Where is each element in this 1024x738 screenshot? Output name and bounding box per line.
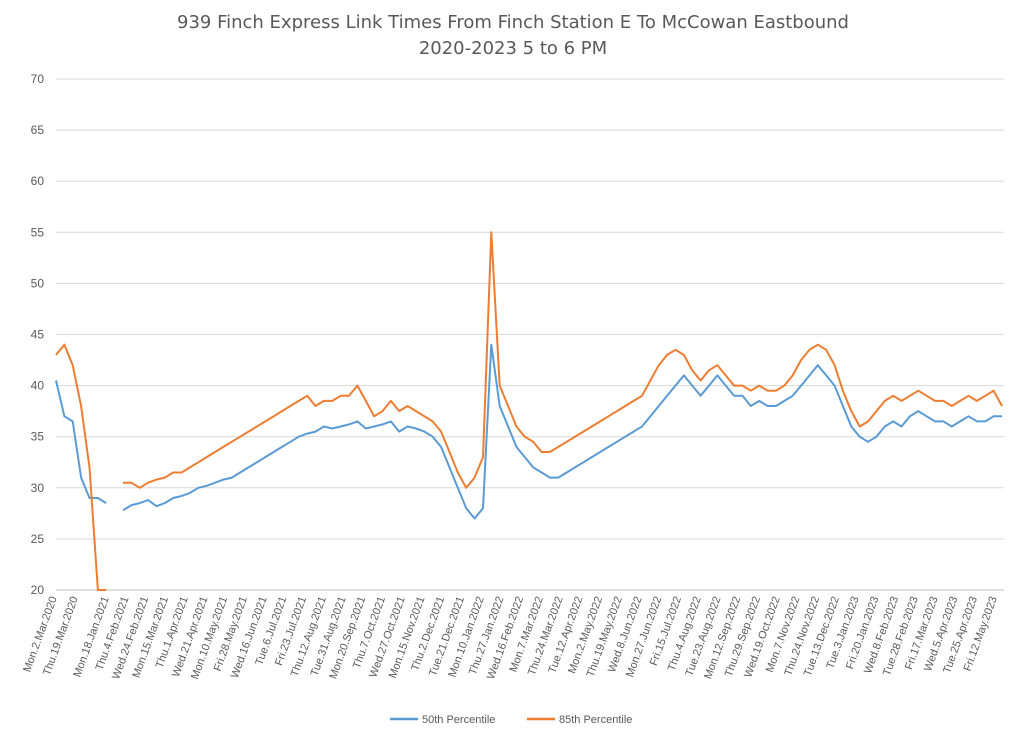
series-line-85th — [55, 231, 1003, 591]
legend-label-50th: 50th Percentile — [422, 714, 495, 726]
y-axis-ticks: 20 25 30 35 40 45 50 55 60 65 70 — [31, 72, 45, 597]
chart-title: 939 Finch Express Link Times From Finch … — [177, 12, 849, 33]
gridlines — [56, 78, 1004, 591]
y-tick-label: 65 — [31, 123, 45, 137]
y-tick-label: 35 — [31, 430, 45, 444]
y-tick-label: 30 — [31, 481, 45, 495]
series-lines — [55, 231, 1003, 591]
y-tick-label: 20 — [31, 583, 45, 597]
chart-subtitle: 2020-2023 5 to 6 PM — [419, 38, 607, 59]
y-tick-label: 55 — [31, 225, 45, 239]
y-tick-label: 60 — [31, 174, 45, 188]
series-line-50th — [55, 343, 1002, 520]
y-tick-label: 25 — [31, 532, 45, 546]
legend-label-85th: 85th Percentile — [559, 714, 632, 726]
y-tick-label: 45 — [31, 328, 45, 342]
legend: 50th Percentile 85th Percentile — [390, 714, 632, 726]
x-axis-ticks: Mon.2.Mar.2020Thu.19.Mar.2020Mon.18.Jan.… — [21, 595, 999, 681]
y-tick-label: 40 — [31, 379, 45, 393]
y-tick-label: 50 — [31, 276, 45, 290]
y-tick-label: 70 — [31, 72, 45, 86]
